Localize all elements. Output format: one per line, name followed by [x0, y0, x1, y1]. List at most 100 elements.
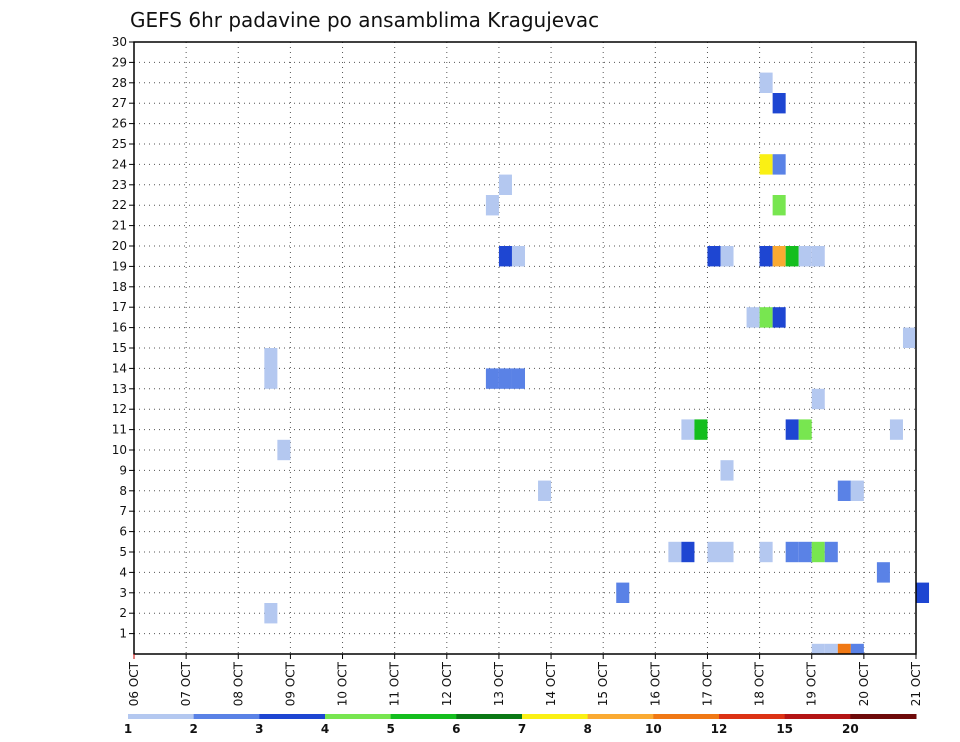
x-tick-label: 15 OCT [596, 661, 610, 706]
heat-cell [498, 246, 512, 267]
heat-cell [772, 246, 786, 267]
x-tick-label: 21 OCT [909, 661, 923, 706]
y-tick-label: 30 [112, 35, 127, 49]
heat-cell [811, 246, 825, 267]
y-tick-label: 4 [119, 565, 127, 579]
heat-cell [916, 582, 930, 603]
legend-swatch [719, 714, 786, 719]
y-tick-label: 23 [112, 178, 127, 192]
y-tick-label: 11 [112, 423, 127, 437]
heat-cell [772, 93, 786, 114]
heat-cell [811, 388, 825, 410]
heat-cell [720, 460, 734, 481]
legend-swatch [522, 714, 589, 719]
y-tick-label: 12 [112, 402, 127, 416]
heat-cell [759, 307, 773, 328]
y-tick-label: 7 [119, 504, 127, 518]
y-tick-label: 17 [112, 300, 127, 314]
chart-title: GEFS 6hr padavine po ansamblima Kragujev… [130, 8, 599, 32]
heat-cell [759, 72, 773, 93]
heat-cell [785, 419, 799, 440]
x-axis: 06 OCT 07 OCT 08 OCT 09 OCT 10 OCT 11 OCT 12 O… [127, 654, 923, 706]
heat-cell [824, 541, 838, 563]
legend-label: 1 [124, 722, 132, 736]
heat-cell [746, 307, 760, 328]
heat-cell [824, 643, 838, 654]
y-tick-label: 29 [112, 55, 127, 69]
heat-cell [707, 246, 721, 267]
y-tick-label: 16 [112, 321, 127, 335]
heat-cell [694, 419, 708, 440]
x-tick-label: 18 OCT [753, 661, 767, 706]
heat-cell [498, 174, 512, 195]
y-tick-label: 15 [112, 341, 127, 355]
legend-label: 7 [518, 722, 526, 736]
x-tick-label: 13 OCT [492, 661, 506, 706]
y-tick-label: 9 [119, 463, 127, 477]
heat-cell [785, 246, 799, 267]
legend: 1 2 3 4 5 6 7 8 10 12 15 20 [124, 714, 917, 736]
y-tick-label: 3 [119, 586, 127, 600]
heat-cell [837, 480, 851, 501]
legend-label: 15 [776, 722, 793, 736]
heat-cell [837, 643, 851, 654]
heat-cell [902, 327, 916, 348]
y-tick-label: 1 [119, 627, 127, 641]
y-tick-label: 19 [112, 259, 127, 273]
heat-cell [798, 541, 812, 563]
y-tick-label: 24 [112, 157, 127, 171]
legend-label: 10 [645, 722, 662, 736]
legend-swatch [587, 714, 654, 719]
heat-cell [538, 480, 552, 501]
heat-cell [772, 154, 786, 175]
x-tick-label: 06 OCT [127, 661, 141, 706]
y-tick-label: 14 [112, 361, 127, 375]
heat-cell [264, 348, 278, 389]
heat-cell [681, 419, 695, 440]
x-tick-label: 16 OCT [648, 661, 662, 706]
heat-cell [720, 541, 734, 563]
heat-cell [772, 195, 786, 216]
legend-swatch [653, 714, 720, 719]
legend-swatch [193, 714, 260, 719]
heat-cell [876, 562, 890, 583]
legend-swatch [850, 714, 917, 719]
legend-swatch [390, 714, 457, 719]
heat-cell [889, 419, 903, 440]
x-tick-label: 11 OCT [388, 661, 402, 706]
heat-cell [616, 582, 630, 603]
legend-swatch [784, 714, 851, 719]
x-tick-label: 14 OCT [544, 661, 558, 706]
y-tick-label: 22 [112, 198, 127, 212]
legend-label: 4 [321, 722, 329, 736]
heat-cell [485, 195, 499, 216]
heat-cell [668, 541, 682, 563]
heat-cell [264, 603, 278, 624]
legend-label: 3 [255, 722, 263, 736]
legend-label: 2 [189, 722, 197, 736]
legend-label: 5 [386, 722, 394, 736]
x-tick-label: 10 OCT [336, 661, 350, 706]
legend-swatch [325, 714, 392, 719]
heat-cell [798, 419, 812, 440]
x-tick-label: 20 OCT [857, 661, 871, 706]
legend-swatch [456, 714, 523, 719]
y-tick-label: 21 [112, 219, 127, 233]
heat-cell [485, 368, 499, 389]
heat-cell [511, 368, 525, 389]
heat-cell [798, 246, 812, 267]
legend-label: 20 [842, 722, 859, 736]
heat-cell [720, 246, 734, 267]
y-tick-label: 2 [119, 606, 127, 620]
heat-cell [511, 246, 525, 267]
heat-cell [277, 439, 291, 461]
heat-cell [707, 541, 721, 563]
y-tick-label: 26 [112, 117, 127, 131]
x-tick-label: 09 OCT [283, 661, 297, 706]
y-tick-label: 6 [119, 525, 127, 539]
heat-cell [811, 643, 825, 654]
heat-cell [772, 307, 786, 328]
legend-swatch [128, 714, 195, 719]
y-tick-label: 27 [112, 96, 127, 110]
